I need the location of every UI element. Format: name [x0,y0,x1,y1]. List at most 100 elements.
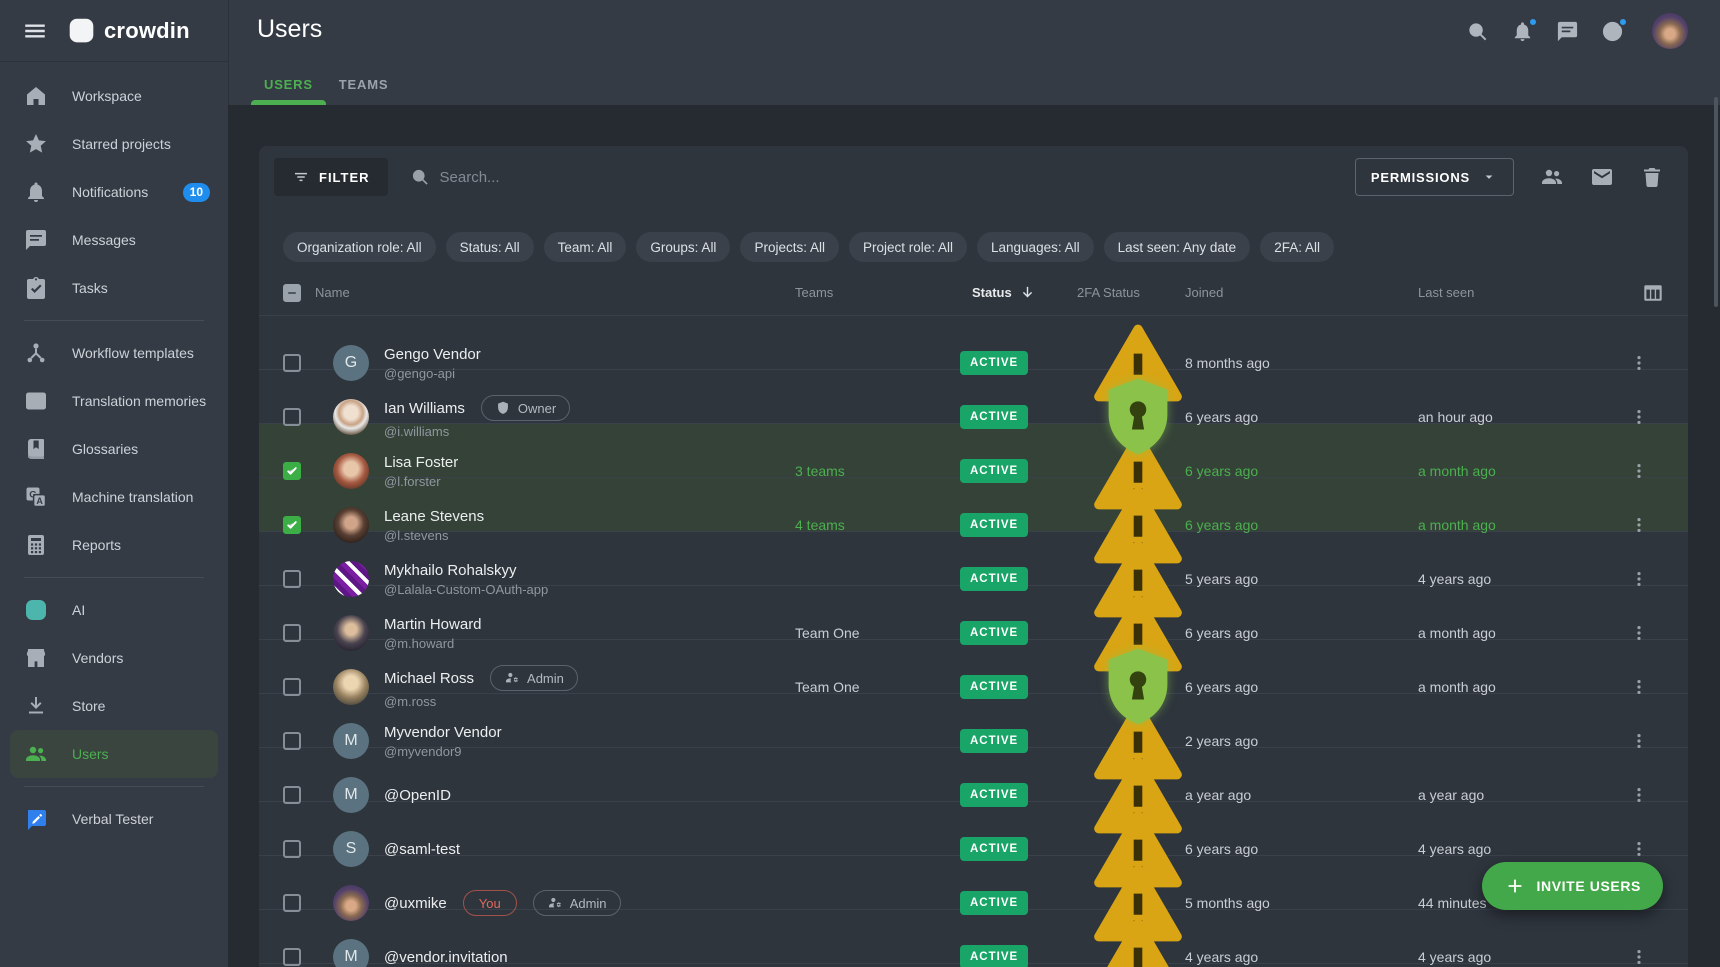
status-badge: ACTIVE [960,405,1028,429]
sidebar-item-store[interactable]: Store [10,682,218,730]
filter-chip-languages[interactable]: Languages: All [977,232,1094,262]
row-checkbox[interactable] [283,786,301,804]
column-header-joined[interactable]: Joined [1185,285,1418,300]
sidebar-item-messages[interactable]: Messages [10,216,218,264]
filter-chip-projects[interactable]: Projects: All [740,232,839,262]
row-checkbox[interactable] [283,462,301,480]
row-checkbox[interactable] [283,840,301,858]
column-header-status[interactable]: Status [960,284,1077,301]
row-checkbox[interactable] [283,624,301,642]
sidebar-item-tasks[interactable]: Tasks [10,264,218,312]
row-menu-icon[interactable] [1629,785,1649,805]
sidebar-item-workspace[interactable]: Workspace [10,72,218,120]
user-name[interactable]: @vendor.invitation [384,949,508,966]
brand-logo[interactable]: crowdin [68,17,190,44]
sidebar-item-workflow-templates[interactable]: Workflow templates [10,329,218,377]
search-icon[interactable] [1466,20,1489,43]
row-menu-icon[interactable] [1629,407,1649,427]
user-name[interactable]: @saml-test [384,841,460,858]
row-checkbox[interactable] [283,516,301,534]
sidebar-item-ai[interactable]: AI [10,586,218,634]
filter-button[interactable]: FILTER [274,158,388,196]
filter-chip-organization-role[interactable]: Organization role: All [283,232,436,262]
avatar: G [333,345,369,381]
mail-icon[interactable] [1590,165,1614,189]
sidebar-item-notifications[interactable]: Notifications 10 [10,168,218,216]
select-all-checkbox[interactable] [283,284,301,302]
tab-teams[interactable]: TEAMS [326,63,402,105]
row-checkbox[interactable] [283,570,301,588]
filter-chip-groups[interactable]: Groups: All [636,232,730,262]
shield-check-icon [495,400,511,416]
sidebar-item-starred-projects[interactable]: Starred projects [10,120,218,168]
user-avatar[interactable] [1652,13,1688,49]
sidebar-item-glossaries[interactable]: Glossaries [10,425,218,473]
row-menu-icon[interactable] [1629,623,1649,643]
user-name[interactable]: Martin Howard [384,616,482,633]
row-checkbox[interactable] [283,732,301,750]
row-menu-icon[interactable] [1629,515,1649,535]
notifications-count-badge: 10 [183,183,210,202]
sidebar-item-machine-translation[interactable]: GA Machine translation [10,473,218,521]
user-joined: 6 years ago [1185,409,1418,425]
user-name[interactable]: Lisa Foster [384,454,458,471]
user-name[interactable]: Michael Ross [384,670,474,687]
table-row[interactable]: G Gengo Vendor @gengo-api ACTIVE 8 month… [259,316,1688,370]
user-name[interactable]: @OpenID [384,787,451,804]
row-menu-icon[interactable] [1629,947,1649,967]
row-menu-icon[interactable] [1629,731,1649,751]
user-teams[interactable]: Team One [795,679,960,695]
search-input[interactable] [440,169,720,186]
sidebar-item-verbal-tester[interactable]: Verbal Tester [10,795,218,843]
row-checkbox[interactable] [283,894,301,912]
user-name[interactable]: Myvendor Vendor [384,724,502,741]
user-name[interactable]: Gengo Vendor [384,346,481,363]
filter-chip-2fa[interactable]: 2FA: All [1260,232,1334,262]
user-teams[interactable]: Team One [795,625,960,641]
topbar: Users USERS TEAMS [228,0,1720,105]
hamburger-menu-icon[interactable] [22,18,48,44]
messages-icon[interactable] [1556,20,1579,43]
row-menu-icon[interactable] [1629,461,1649,481]
row-checkbox[interactable] [283,678,301,696]
add-to-team-icon[interactable] [1540,165,1564,189]
user-last-seen: an hour ago [1418,409,1614,425]
row-menu-icon[interactable] [1629,353,1649,373]
filter-chip-team[interactable]: Team: All [544,232,627,262]
row-checkbox[interactable] [283,948,301,966]
user-teams[interactable]: 3 teams [795,463,960,479]
delete-icon[interactable] [1640,165,1664,189]
sidebar-item-vendors[interactable]: Vendors [10,634,218,682]
invite-users-button[interactable]: INVITE USERS [1482,862,1663,910]
permissions-dropdown[interactable]: PERMISSIONS [1355,158,1514,196]
column-header-name[interactable]: Name [315,285,795,300]
column-header-teams[interactable]: Teams [795,285,960,300]
filter-chip-project-role[interactable]: Project role: All [849,232,967,262]
user-name[interactable]: @uxmike [384,895,447,912]
filter-chip-status[interactable]: Status: All [446,232,534,262]
sidebar-item-users[interactable]: Users [10,730,218,778]
user-name[interactable]: Ian Williams [384,400,465,417]
notifications-bell-icon[interactable] [1511,20,1534,43]
user-last-seen: 4 years ago [1418,949,1614,965]
status-badge: ACTIVE [960,675,1028,699]
column-header-2fa[interactable]: 2FA Status [1077,285,1185,300]
row-checkbox[interactable] [283,354,301,372]
user-teams[interactable]: 4 teams [795,517,960,533]
row-menu-icon[interactable] [1629,677,1649,697]
row-menu-icon[interactable] [1629,839,1649,859]
sidebar-item-reports[interactable]: Reports [10,521,218,569]
column-header-last-seen[interactable]: Last seen [1418,285,1614,300]
row-menu-icon[interactable] [1629,569,1649,589]
tab-users[interactable]: USERS [251,63,326,105]
columns-settings-icon[interactable] [1642,282,1664,304]
scrollbar[interactable] [1714,97,1718,307]
ai-icon [24,598,48,622]
user-name[interactable]: Leane Stevens [384,508,484,525]
row-checkbox[interactable] [283,408,301,426]
help-icon[interactable] [1601,20,1624,43]
user-name[interactable]: Mykhailo Rohalskyy [384,562,517,579]
user-username: @myvendor9 [384,744,502,759]
filter-chip-last-seen[interactable]: Last seen: Any date [1104,232,1251,262]
sidebar-item-translation-memories[interactable]: Translation memories [10,377,218,425]
